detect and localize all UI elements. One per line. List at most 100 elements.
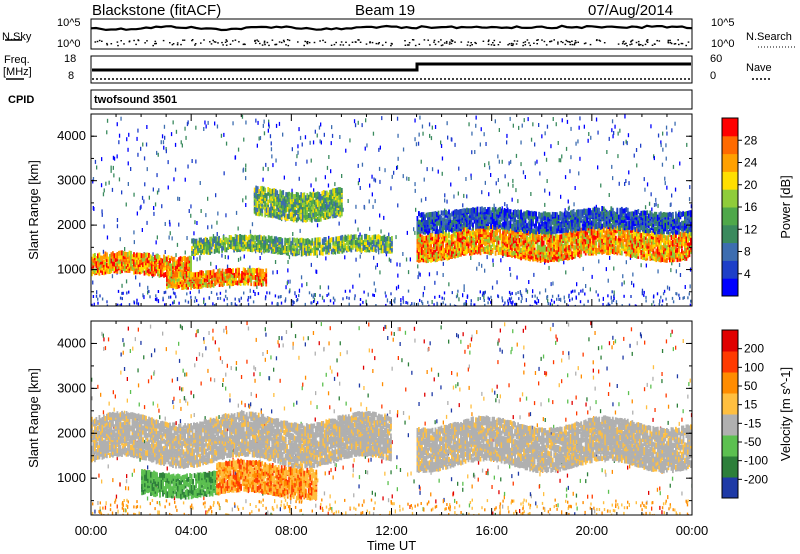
echo-cell bbox=[338, 236, 341, 241]
echo-cell bbox=[391, 239, 393, 244]
echo-cell bbox=[653, 203, 656, 207]
echo-cell bbox=[95, 261, 98, 267]
echo-cell bbox=[116, 268, 119, 274]
nsearch-dot bbox=[687, 41, 690, 43]
echo-cell bbox=[520, 162, 522, 167]
echo-cell bbox=[172, 261, 174, 267]
echo-cell bbox=[278, 240, 281, 245]
echo-cell bbox=[551, 232, 554, 238]
echo-cell bbox=[434, 247, 437, 253]
echo-cell bbox=[253, 205, 256, 211]
nsearch-dot bbox=[680, 42, 683, 45]
echo-cell bbox=[181, 256, 183, 262]
echo-cell bbox=[613, 293, 615, 297]
echo-cell bbox=[473, 247, 476, 253]
echo-cell bbox=[253, 191, 256, 197]
echo-cell bbox=[379, 239, 381, 245]
echo-cell bbox=[395, 235, 397, 240]
echo-cell bbox=[230, 242, 232, 248]
echo-cell bbox=[369, 183, 371, 188]
echo-cell bbox=[481, 246, 483, 252]
echo-cell bbox=[663, 245, 665, 251]
echo-cell bbox=[471, 228, 473, 233]
echo-cell bbox=[478, 234, 480, 240]
echo-cell bbox=[380, 243, 383, 248]
echo-cell bbox=[279, 196, 282, 202]
echo-cell bbox=[179, 276, 182, 282]
echo-cell bbox=[661, 245, 664, 251]
echo-cell bbox=[538, 234, 540, 240]
echo-cell bbox=[161, 204, 163, 209]
echo-cell bbox=[284, 243, 287, 249]
echo-cell bbox=[158, 260, 161, 266]
echo-cell bbox=[186, 236, 188, 240]
echo-cell bbox=[679, 273, 682, 277]
echo-cell bbox=[294, 245, 297, 251]
echo-cell bbox=[469, 230, 471, 236]
echo-cell bbox=[508, 239, 510, 245]
echo-cell bbox=[615, 300, 618, 305]
echo-cell bbox=[550, 144, 552, 149]
echo-cell bbox=[299, 228, 301, 233]
echo-cell bbox=[270, 248, 273, 254]
echo-cell bbox=[163, 257, 165, 263]
echo-cell bbox=[152, 257, 155, 262]
echo-cell bbox=[586, 226, 589, 232]
echo-cell bbox=[433, 303, 435, 306]
nsearch-dot bbox=[553, 39, 555, 41]
echo-cell bbox=[198, 289, 200, 294]
echo-cell bbox=[301, 211, 304, 217]
echo-cell bbox=[436, 232, 438, 238]
echo-cell bbox=[134, 253, 137, 259]
echo-cell bbox=[272, 270, 274, 275]
nsearch-dot bbox=[583, 42, 586, 45]
echo-cell bbox=[245, 195, 247, 200]
echo-cell bbox=[614, 240, 617, 245]
echo-cell bbox=[463, 237, 465, 242]
echo-cell bbox=[595, 247, 598, 253]
echo-cell bbox=[324, 203, 327, 209]
echo-cell bbox=[192, 241, 195, 247]
echo-cell bbox=[463, 230, 465, 236]
echo-cell bbox=[427, 246, 429, 252]
echo-cell bbox=[151, 255, 153, 261]
echo-cell bbox=[547, 298, 549, 303]
nsearch-dot bbox=[268, 44, 270, 47]
echo-cell bbox=[277, 207, 280, 212]
echo-cell bbox=[139, 206, 141, 211]
echo-cell bbox=[247, 267, 250, 273]
echo-cell bbox=[551, 254, 554, 260]
echo-cell bbox=[218, 268, 221, 274]
nsearch-dot bbox=[210, 43, 213, 45]
echo-cell bbox=[158, 188, 160, 193]
echo-cell bbox=[461, 250, 464, 256]
echo-cell bbox=[178, 301, 180, 305]
echo-cell bbox=[599, 235, 602, 241]
nsearch-dot bbox=[638, 44, 640, 46]
echo-cell bbox=[323, 240, 326, 246]
echo-cell bbox=[490, 235, 492, 241]
nsearch-dot bbox=[487, 40, 490, 43]
echo-cell bbox=[146, 220, 148, 225]
echo-cell bbox=[457, 289, 459, 293]
echo-cell bbox=[267, 187, 270, 192]
echo-cell bbox=[156, 190, 159, 195]
echo-cell bbox=[188, 262, 191, 267]
echo-cell bbox=[529, 249, 531, 255]
echo-cell bbox=[213, 244, 216, 250]
echo-cell bbox=[557, 242, 560, 247]
echo-cell bbox=[322, 192, 325, 198]
echo-cell bbox=[554, 232, 557, 238]
echo-cell bbox=[268, 192, 271, 198]
echo-cell bbox=[224, 244, 226, 250]
echo-cell bbox=[635, 228, 638, 234]
echo-cell bbox=[516, 275, 518, 280]
echo-cell bbox=[136, 262, 138, 268]
echo-cell bbox=[187, 300, 190, 304]
echo-cell bbox=[367, 237, 369, 243]
echo-cell bbox=[310, 204, 313, 210]
echo-cell bbox=[428, 252, 431, 258]
echo-cell bbox=[608, 193, 610, 197]
echo-cell bbox=[121, 297, 123, 301]
echo-cell bbox=[547, 245, 550, 251]
